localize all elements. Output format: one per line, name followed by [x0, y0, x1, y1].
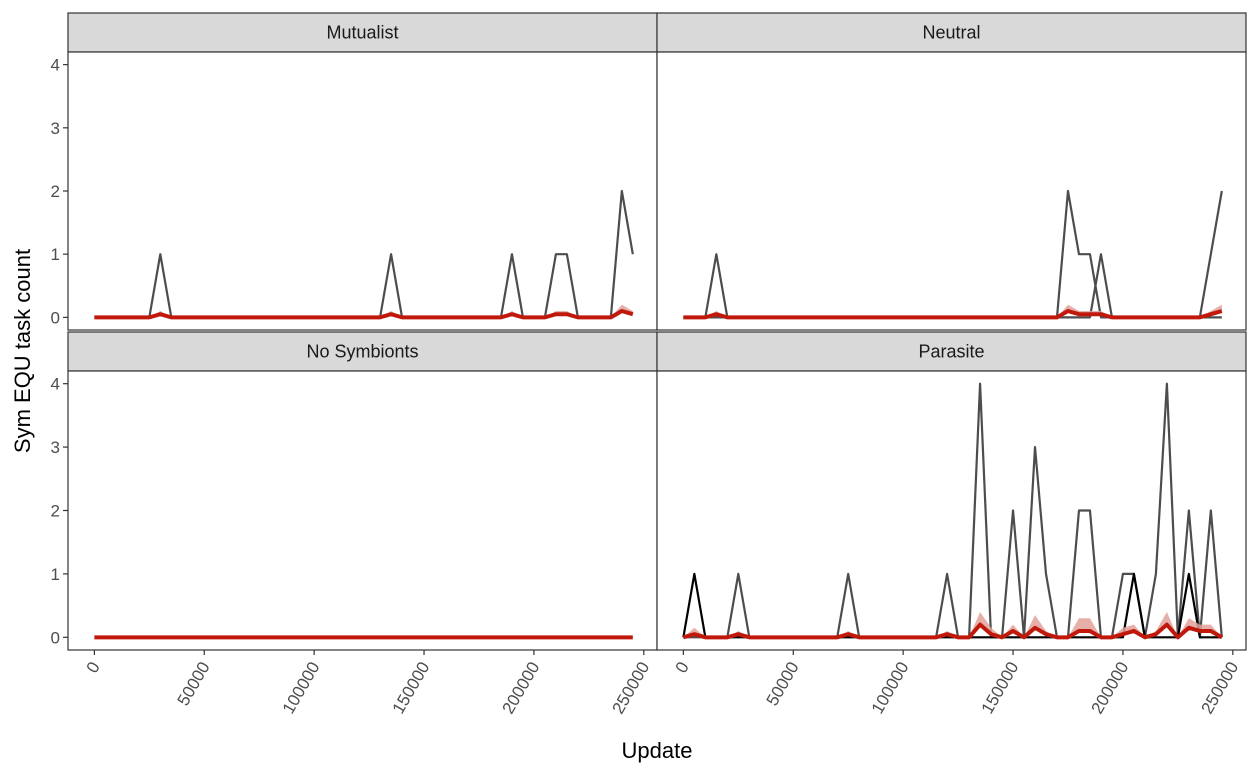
facet-strip: [67, 12, 658, 53]
facet-strip: [656, 331, 1247, 372]
y-axis-title: Sym EQU task count: [10, 249, 35, 453]
x-axis-title: Update: [622, 738, 693, 763]
mean-line: [683, 309, 1223, 320]
y-tick-label: 4: [51, 375, 60, 394]
panel: [657, 52, 1246, 330]
panel-border: [656, 370, 1247, 651]
facet-strip: [656, 12, 1247, 53]
y-tick-label: 1: [51, 245, 60, 264]
panel: [68, 52, 657, 330]
y-tick-label: 3: [51, 438, 60, 457]
facet-label: Mutualist: [326, 23, 398, 43]
y-tick-label: 2: [51, 182, 60, 201]
panel: [68, 371, 657, 650]
y-tick-label: 0: [51, 308, 60, 327]
y-tick-label: 3: [51, 119, 60, 138]
facet-label: No Symbionts: [306, 342, 418, 362]
panel-border: [656, 51, 1247, 331]
mean-line: [94, 309, 634, 320]
facet-label: Neutral: [922, 23, 980, 43]
y-tick-label: 0: [51, 628, 60, 647]
facet-label: Parasite: [918, 342, 984, 362]
y-tick-label: 4: [51, 56, 60, 75]
y-tick-label: 2: [51, 502, 60, 521]
mean-line: [682, 622, 1223, 640]
y-tick-label: 1: [51, 565, 60, 584]
